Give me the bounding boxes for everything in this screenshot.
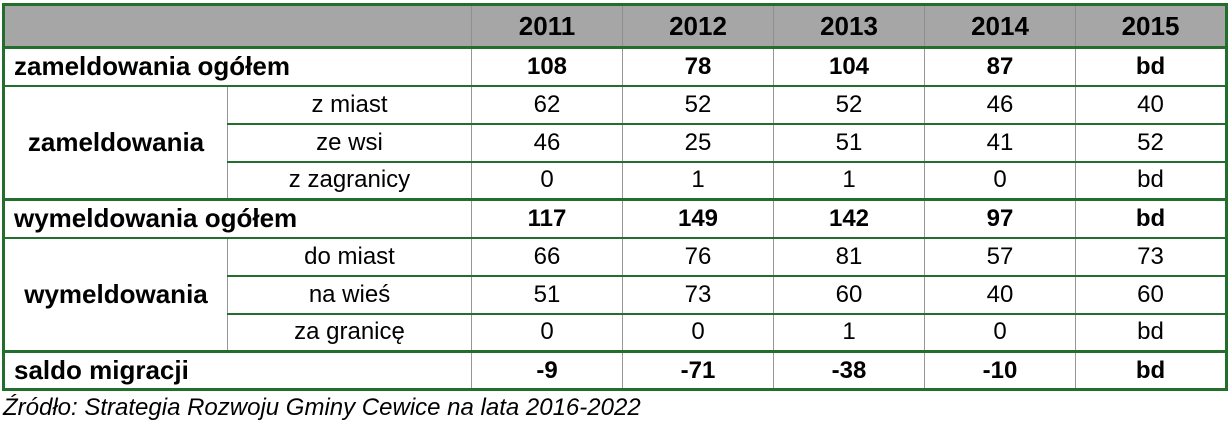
row-label: saldo migracji xyxy=(3,350,472,390)
cell-value: 60 xyxy=(773,274,925,314)
cell-value: 57 xyxy=(924,236,1076,276)
row-label: wymeldowania ogółem xyxy=(3,198,472,238)
cell-value: 1 xyxy=(773,312,925,352)
cell-value: 40 xyxy=(1075,84,1227,124)
cell-value: 46 xyxy=(471,122,623,162)
cell-value: 51 xyxy=(471,274,623,314)
row-label: z miast xyxy=(227,84,472,124)
cell-value: 78 xyxy=(622,46,774,86)
cell-value: 104 xyxy=(773,46,925,86)
cell-value: bd xyxy=(1075,350,1227,390)
cell-value: 25 xyxy=(622,122,774,162)
cell-value: bd xyxy=(1075,160,1227,200)
cell-value: -10 xyxy=(924,350,1076,390)
row-label: za granicę xyxy=(227,312,472,352)
cell-value: 149 xyxy=(622,198,774,238)
column-header-2014: 2014 xyxy=(924,4,1076,49)
cell-value: 0 xyxy=(924,160,1076,200)
column-header-2012: 2012 xyxy=(622,4,774,49)
cell-value: -38 xyxy=(773,350,925,390)
cell-value: 0 xyxy=(924,312,1076,352)
cell-value: 108 xyxy=(471,46,623,86)
cell-value: 0 xyxy=(622,312,774,352)
cell-value: 52 xyxy=(622,84,774,124)
cell-value: 60 xyxy=(1075,274,1227,314)
row-label: na wieś xyxy=(227,274,472,314)
column-header-2013: 2013 xyxy=(773,4,925,49)
column-header-2011: 2011 xyxy=(471,4,623,49)
cell-value: 142 xyxy=(773,198,925,238)
cell-value: 73 xyxy=(622,274,774,314)
cell-value: 66 xyxy=(471,236,623,276)
cell-value: -9 xyxy=(471,350,623,390)
migration-table: 2011 2012 2013 2014 2015 zameldowania og… xyxy=(2,3,1228,391)
cell-value: 117 xyxy=(471,198,623,238)
cell-value: 0 xyxy=(471,160,623,200)
table-row-saldo-migracji: saldo migracji -9 -71 -38 -10 bd xyxy=(3,350,1227,390)
cell-value: 41 xyxy=(924,122,1076,162)
cell-value: 76 xyxy=(622,236,774,276)
cell-value: 52 xyxy=(1075,122,1227,162)
header-row: 2011 2012 2013 2014 2015 xyxy=(3,4,1227,49)
cell-value: 46 xyxy=(924,84,1076,124)
cell-value: bd xyxy=(1075,198,1227,238)
group-label-wymeldowania: wymeldowania xyxy=(3,236,228,352)
table-row-z-zagranicy: z zagranicy 0 1 1 0 bd xyxy=(4,160,1227,200)
cell-value: 62 xyxy=(471,84,623,124)
table-row-zameldowania-ogolem: zameldowania ogółem 108 78 104 87 bd xyxy=(3,46,1227,86)
cell-value: 73 xyxy=(1075,236,1227,276)
table-row-wymeldowania-ogolem: wymeldowania ogółem 117 149 142 97 bd xyxy=(3,198,1227,238)
cell-value: 97 xyxy=(924,198,1076,238)
cell-value: 52 xyxy=(773,84,925,124)
table-row-za-granice: za granicę 0 0 1 0 bd xyxy=(4,312,1227,352)
cell-value: 1 xyxy=(622,160,774,200)
row-label: z zagranicy xyxy=(227,160,472,200)
cell-value: 51 xyxy=(773,122,925,162)
cell-value: bd xyxy=(1075,312,1227,352)
cell-value: -71 xyxy=(622,350,774,390)
source-caption: Źródło: Strategia Rozwoju Gminy Cewice n… xyxy=(3,394,641,421)
column-header-2015: 2015 xyxy=(1075,4,1227,49)
table-row-ze-wsi: ze wsi 46 25 51 41 52 xyxy=(4,122,1227,162)
cell-value: 1 xyxy=(773,160,925,200)
cell-value: 0 xyxy=(471,312,623,352)
cell-value: bd xyxy=(1075,46,1227,86)
cell-value: 40 xyxy=(924,274,1076,314)
group-label-zameldowania: zameldowania xyxy=(3,84,228,200)
cell-value: 87 xyxy=(924,46,1076,86)
table-row-z-miast: zameldowania z miast 62 52 52 46 40 xyxy=(3,84,1227,200)
table-row-do-miast: wymeldowania do miast 66 76 81 57 73 xyxy=(3,236,1227,352)
table-row-na-wies: na wieś 51 73 60 40 60 xyxy=(4,274,1227,314)
cell-value: 81 xyxy=(773,236,925,276)
row-label: ze wsi xyxy=(227,122,472,162)
corner-cell xyxy=(3,4,472,49)
row-label: zameldowania ogółem xyxy=(3,46,472,86)
row-label: do miast xyxy=(227,236,472,276)
